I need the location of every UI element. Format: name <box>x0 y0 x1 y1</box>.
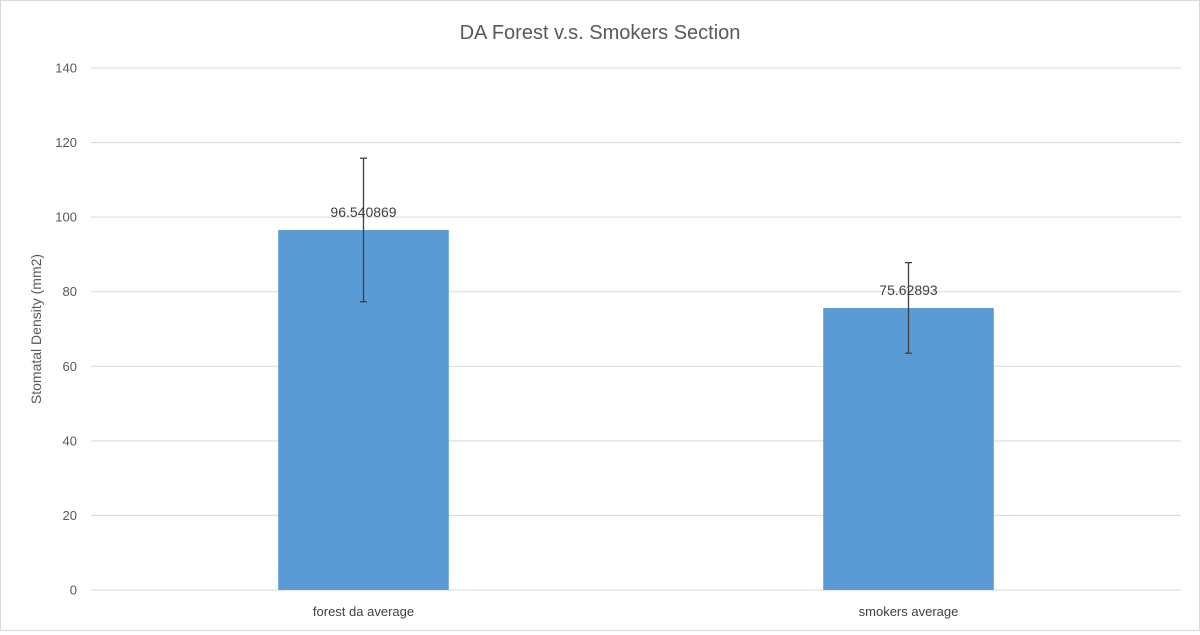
y-axis-ticks: 0 20 40 60 80 100 120 140 <box>55 61 77 598</box>
error-bars <box>360 157 912 354</box>
data-label: 75.62893 <box>879 282 938 298</box>
x-axis-categories: forest da average smokers average <box>313 604 958 619</box>
y-tick-label: 60 <box>63 359 77 374</box>
y-tick-label: 0 <box>70 583 77 598</box>
error-bar <box>905 261 912 354</box>
x-category-label: smokers average <box>859 604 959 619</box>
chart-title: DA Forest v.s. Smokers Section <box>460 22 741 44</box>
gridlines <box>91 67 1181 591</box>
error-bar <box>360 157 367 303</box>
y-tick-label: 80 <box>63 284 77 299</box>
bars <box>278 230 994 591</box>
data-label: 96.540869 <box>330 204 396 220</box>
y-tick-label: 100 <box>55 210 77 225</box>
y-tick-label: 120 <box>55 135 77 150</box>
y-tick-label: 20 <box>63 508 77 523</box>
bar <box>823 308 994 590</box>
x-category-label: forest da average <box>313 604 414 619</box>
y-tick-label: 40 <box>63 433 77 448</box>
y-axis-label: Stomatal Density (mm2) <box>28 254 44 404</box>
y-tick-label: 140 <box>55 61 77 76</box>
data-labels: 96.540869 75.62893 <box>330 204 937 298</box>
